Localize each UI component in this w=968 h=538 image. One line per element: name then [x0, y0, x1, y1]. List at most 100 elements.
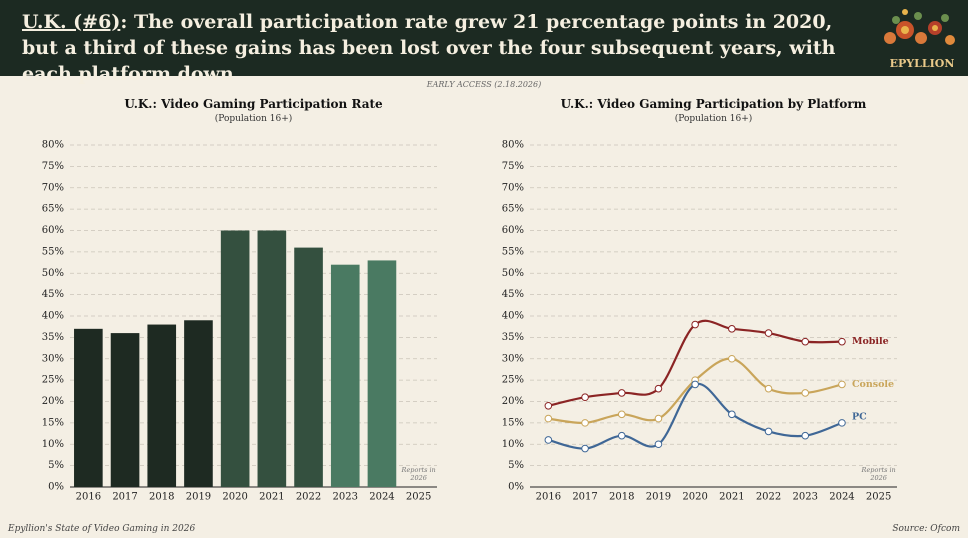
x-tick-label: 2024 — [829, 492, 854, 503]
y-tick-label: 15% — [42, 417, 64, 428]
point — [728, 354, 736, 363]
bar — [147, 324, 177, 487]
title-text: : The overall participation rate grew 21… — [22, 11, 836, 85]
x-tick-label: 2023 — [333, 492, 358, 503]
point — [654, 440, 663, 449]
point — [764, 427, 773, 436]
y-tick-label: 60% — [42, 225, 64, 236]
footer-right: Source: Ofcom — [892, 524, 960, 534]
y-tick-label: 55% — [502, 246, 524, 257]
bar — [257, 230, 287, 487]
bar — [330, 264, 360, 487]
annotation: Reports in — [861, 466, 896, 474]
line — [548, 357, 843, 425]
brand: EPYLLION — [890, 57, 955, 70]
y-tick-label: 5% — [508, 460, 524, 471]
annotation: Reports in — [401, 466, 436, 474]
x-tick-label: 2018 — [149, 492, 174, 503]
y-tick-label: 40% — [502, 311, 524, 322]
y-tick-label: 70% — [42, 182, 64, 193]
x-tick-label: 2019 — [186, 492, 211, 503]
y-tick-label: 0% — [508, 482, 524, 493]
y-tick-label: 70% — [502, 182, 524, 193]
x-tick-label: 2021 — [259, 492, 284, 503]
y-tick-label: 35% — [42, 332, 64, 343]
point — [581, 419, 589, 427]
point — [764, 329, 773, 337]
y-tick-label: 75% — [42, 161, 64, 172]
point — [838, 380, 846, 389]
point — [801, 389, 810, 397]
x-tick-label: 2017 — [572, 492, 597, 503]
series-label: Console — [852, 379, 894, 390]
x-tick-label: 2016 — [536, 492, 561, 503]
chart-title: U.K.: Video Gaming Participation Rate — [124, 97, 383, 111]
chart-title: U.K.: Video Gaming Participation by Plat… — [561, 97, 867, 111]
y-tick-label: 75% — [502, 161, 524, 172]
x-tick-label: 2023 — [793, 492, 818, 503]
y-tick-label: 60% — [502, 225, 524, 236]
x-tick-label: 2025 — [866, 492, 891, 503]
bar — [220, 230, 250, 487]
chart-subtitle: (Population 16+) — [215, 113, 293, 124]
title-prefix: U.K. (#6) — [22, 11, 121, 33]
point — [581, 393, 589, 402]
page-title: U.K. (#6): The overall participation rat… — [22, 9, 872, 87]
bar — [74, 328, 103, 487]
point — [691, 380, 699, 389]
point — [691, 320, 699, 329]
header-band — [0, 0, 968, 76]
y-tick-label: 45% — [502, 289, 524, 300]
chart-subtitle: (Population 16+) — [675, 113, 753, 124]
series-label: PC — [852, 411, 867, 422]
y-tick-label: 10% — [502, 439, 524, 450]
bar — [184, 320, 213, 487]
y-tick-label: 65% — [42, 204, 64, 215]
y-tick-label: 30% — [42, 353, 64, 364]
bar — [367, 260, 397, 487]
point — [728, 325, 736, 333]
x-tick-label: 2025 — [406, 492, 431, 503]
y-tick-label: 5% — [48, 460, 64, 471]
x-tick-label: 2024 — [369, 492, 394, 503]
bar — [294, 247, 323, 487]
x-tick-label: 2018 — [609, 492, 634, 503]
point — [544, 436, 553, 444]
x-tick-label: 2020 — [682, 492, 707, 503]
y-tick-label: 80% — [502, 140, 524, 151]
point — [654, 384, 663, 393]
y-tick-label: 55% — [42, 246, 64, 257]
point — [764, 384, 773, 393]
point — [544, 414, 553, 423]
point — [728, 410, 736, 419]
x-tick-label: 2016 — [76, 492, 101, 503]
y-tick-label: 20% — [42, 396, 64, 407]
x-tick-label: 2020 — [222, 492, 247, 503]
point — [838, 419, 846, 427]
y-tick-label: 20% — [502, 396, 524, 407]
y-tick-label: 50% — [42, 268, 64, 279]
bar — [110, 333, 140, 487]
x-tick-label: 2021 — [719, 492, 744, 503]
x-tick-label: 2022 — [296, 492, 321, 503]
y-tick-label: 45% — [42, 289, 64, 300]
y-tick-label: 40% — [42, 311, 64, 322]
series-label: Mobile — [852, 336, 889, 347]
y-tick-label: 25% — [502, 375, 524, 386]
point — [617, 431, 626, 440]
y-tick-label: 25% — [42, 375, 64, 386]
point — [581, 444, 589, 453]
y-tick-label: 80% — [42, 140, 64, 151]
point — [801, 337, 810, 346]
x-tick-label: 2017 — [112, 492, 137, 503]
y-tick-label: 50% — [502, 268, 524, 279]
logo — [884, 9, 955, 45]
x-tick-label: 2022 — [756, 492, 781, 503]
y-tick-label: 0% — [48, 482, 64, 493]
point — [654, 414, 663, 423]
y-tick-label: 65% — [502, 204, 524, 215]
footer-left: Epyllion's State of Video Gaming in 2026 — [7, 524, 195, 534]
y-tick-label: 30% — [502, 353, 524, 364]
